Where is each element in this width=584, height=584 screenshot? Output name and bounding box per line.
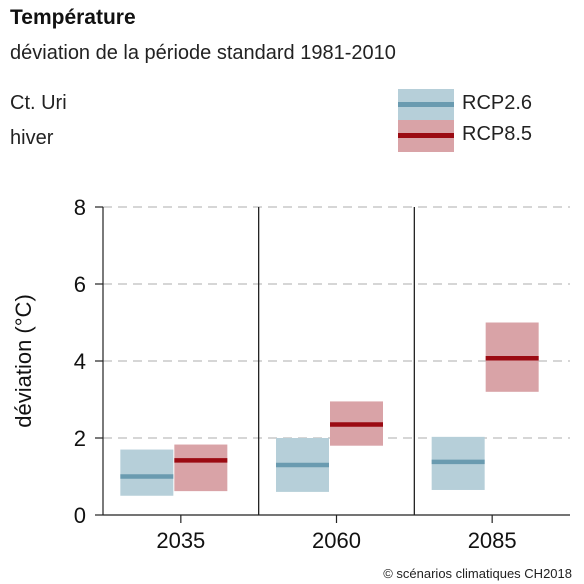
x-tick-label: 2085 [468, 528, 517, 553]
y-tick-label: 0 [74, 503, 86, 528]
x-tick-label: 2035 [156, 528, 205, 553]
location-label: Ct. Uri [10, 92, 67, 114]
chart-subtitle: déviation de la période standard 1981-20… [10, 42, 396, 64]
legend-swatch-rcp85 [398, 120, 454, 152]
y-axis-label: déviation (°C) [11, 294, 36, 428]
season-label: hiver [10, 127, 54, 149]
range-box-rcp85 [174, 444, 228, 492]
copyright-credit: © scénarios climatiques CH2018 [383, 566, 572, 581]
x-tick-label: 2060 [312, 528, 361, 553]
legend-item-rcp26: RCP2.6 [398, 89, 578, 123]
range-box-rcp26 [120, 449, 174, 496]
y-tick-label: 8 [74, 195, 86, 220]
legend-item-rcp85: RCP8.5 [398, 120, 578, 154]
legend-label-rcp85: RCP8.5 [462, 123, 533, 145]
y-tick-label: 4 [74, 349, 86, 374]
chart-title: Température [10, 6, 136, 29]
legend-label-rcp26: RCP2.6 [462, 92, 533, 114]
y-tick-label: 2 [74, 426, 86, 451]
y-tick-label: 6 [74, 272, 86, 297]
legend-swatch-rcp26 [398, 89, 454, 121]
